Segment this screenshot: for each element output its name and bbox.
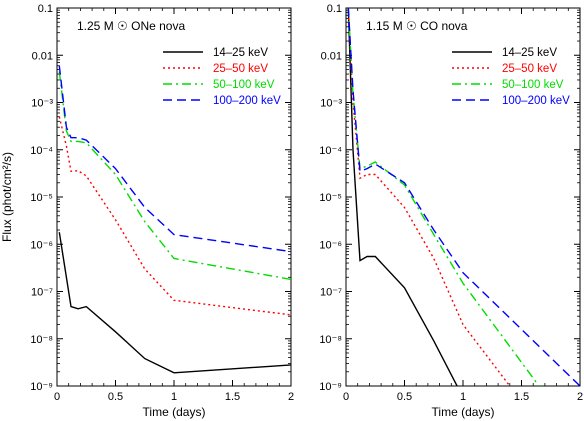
y-tick-label: 10⁻⁴ bbox=[319, 145, 342, 157]
x-tick-label: 1.5 bbox=[514, 391, 529, 403]
series-line bbox=[58, 71, 291, 281]
legend-entry: 100–200 keV bbox=[502, 95, 570, 107]
y-tick-label: 10⁻³ bbox=[320, 98, 342, 110]
x-axis-label: Time (days) bbox=[143, 405, 206, 419]
x-axis-label: Time (days) bbox=[432, 405, 495, 419]
series-line bbox=[347, 8, 540, 386]
y-tick-label: 10⁻⁹ bbox=[30, 381, 53, 393]
legend-entry: 25–50 keV bbox=[213, 63, 268, 75]
y-tick-label: 10⁻³ bbox=[31, 98, 53, 110]
series-line bbox=[58, 65, 291, 253]
y-tick-label: 10⁻⁵ bbox=[319, 192, 342, 204]
legend-entry: 50–100 keV bbox=[502, 79, 564, 91]
legend-entry: 14–25 keV bbox=[213, 47, 268, 59]
series-lines bbox=[58, 65, 291, 374]
y-tick-label: 10⁻⁵ bbox=[30, 192, 53, 204]
y-tick-label: 10⁻⁷ bbox=[31, 287, 53, 299]
legend-entry: 25–50 keV bbox=[502, 63, 557, 75]
x-tick-label: 1 bbox=[460, 391, 466, 403]
panel-one-nova: 10⁻⁹ 10⁻⁸ 10⁻⁷ 10⁻⁶ 10⁻⁵ 10⁻⁴ 10⁻³ 0.01 0.1 0 0.5 1… bbox=[30, 3, 294, 419]
y-tick-label: 0.1 bbox=[38, 3, 53, 15]
legend-entry: 100–200 keV bbox=[213, 95, 281, 107]
series-line bbox=[58, 116, 291, 316]
x-tick-label: 1.5 bbox=[225, 391, 240, 403]
x-tick-label: 0.5 bbox=[397, 391, 412, 403]
y-tick-label: 10⁻⁷ bbox=[320, 287, 342, 299]
x-tick-label: 0.5 bbox=[108, 391, 123, 403]
y-tick-label: 0.1 bbox=[327, 3, 342, 15]
y-tick-label: 10⁻⁸ bbox=[30, 334, 53, 346]
legend-entry: 14–25 keV bbox=[502, 47, 557, 59]
y-tick-label: 10⁻⁶ bbox=[319, 239, 342, 251]
series-lines bbox=[347, 8, 580, 386]
series-line bbox=[347, 8, 458, 386]
series-line bbox=[347, 8, 511, 386]
y-tick-label: 10⁻⁹ bbox=[319, 381, 342, 393]
legend-entry: 50–100 keV bbox=[213, 79, 275, 91]
y-tick-label: 10⁻⁸ bbox=[319, 334, 342, 346]
x-tick-label: 2 bbox=[577, 391, 583, 403]
x-tick-label: 0 bbox=[343, 391, 349, 403]
series-line bbox=[58, 232, 291, 374]
panel-title: 1.15 M ☉ CO nova bbox=[366, 19, 468, 33]
y-tick-label: 0.01 bbox=[32, 50, 53, 62]
y-tick-label: 10⁻⁶ bbox=[30, 239, 53, 251]
y-tick-label: 0.01 bbox=[321, 50, 342, 62]
y-tick-label: 10⁻⁴ bbox=[30, 145, 53, 157]
y-axis-label: Flux (phot/cm²/s) bbox=[0, 152, 14, 242]
x-tick-label: 0 bbox=[54, 391, 60, 403]
x-tick-label: 1 bbox=[171, 391, 177, 403]
panel-co-nova: 10⁻⁹ 10⁻⁸ 10⁻⁷ 10⁻⁶ 10⁻⁵ 10⁻⁴ 10⁻³ 0.01 0.1 0 0.5 1… bbox=[319, 3, 583, 419]
panel-title: 1.25 M ☉ ONe nova bbox=[77, 19, 185, 33]
x-tick-label: 2 bbox=[288, 391, 294, 403]
